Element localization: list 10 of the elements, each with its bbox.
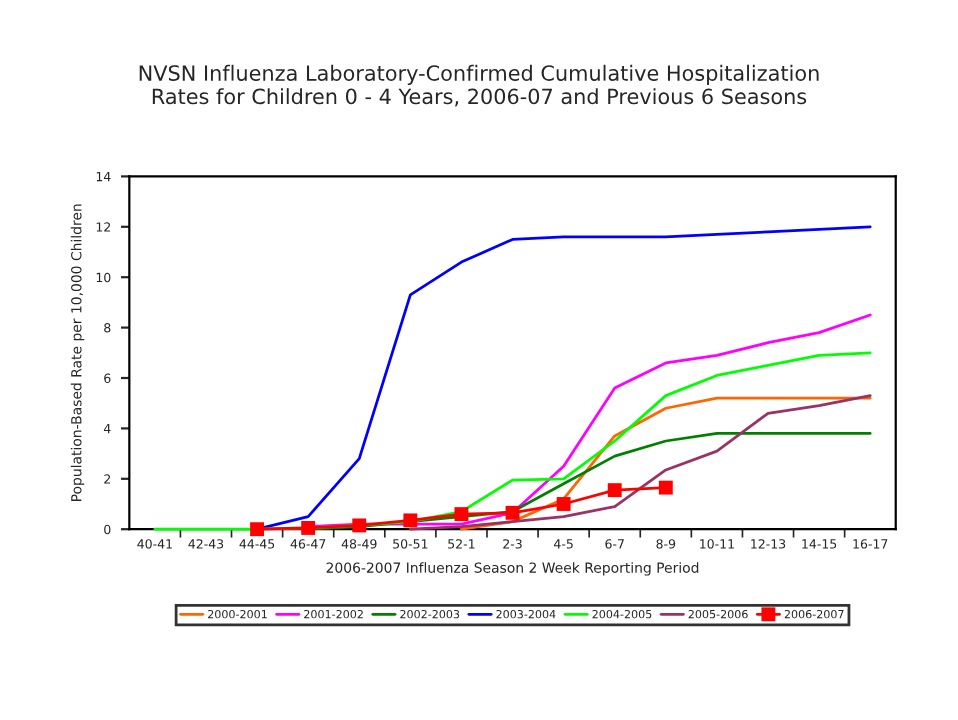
point: [556, 497, 571, 511]
chart-title: NVSN Influenza Laboratory-Confirmed Cumulative Hospitalization Rates for Children 0 - 4 Years, 2006-07 and Previous 6 Seasons: [139, 64, 819, 107]
point: [403, 513, 418, 528]
point: [250, 522, 265, 537]
point: [607, 483, 622, 498]
point: [658, 480, 673, 495]
point: [301, 520, 316, 535]
point: [454, 507, 469, 522]
point: [505, 505, 520, 520]
point: [352, 518, 367, 533]
